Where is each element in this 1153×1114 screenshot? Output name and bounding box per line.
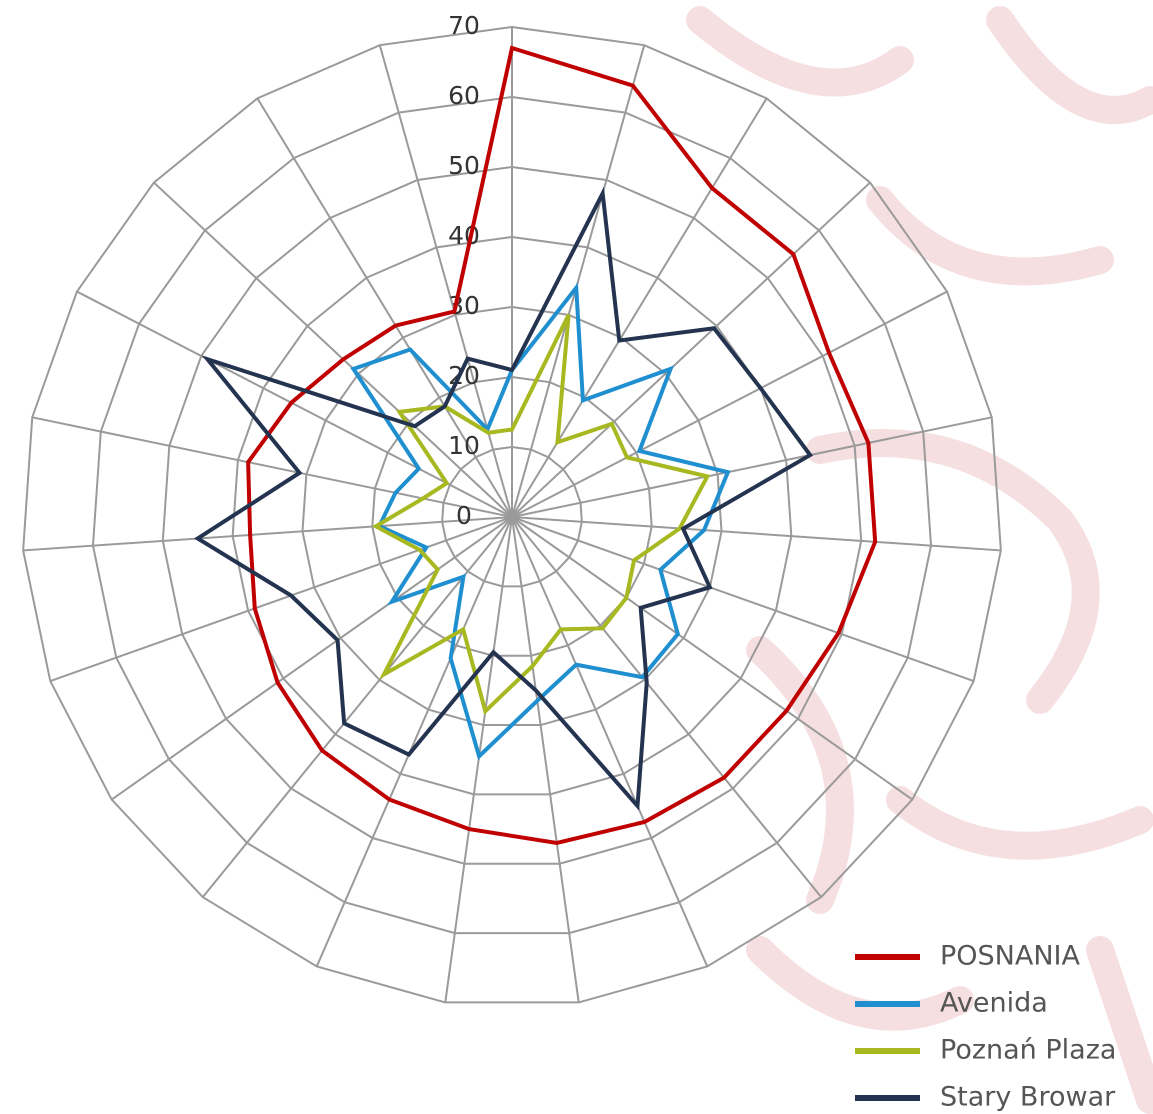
spoke (111, 516, 513, 801)
legend-label: Stary Browar (940, 1082, 1116, 1113)
spoke (378, 44, 513, 518)
spoke (511, 181, 871, 518)
spoke (49, 516, 513, 683)
spoke (153, 181, 513, 518)
spoke (511, 516, 975, 683)
spoke (511, 290, 948, 518)
y-tick-label: 10 (448, 431, 480, 460)
legend: POSNANIA Avenida Poznań Plaza Stary Browar (855, 941, 1116, 1113)
spoke (315, 516, 513, 967)
spoke (511, 44, 646, 518)
grid-ring (161, 165, 863, 865)
spoke (32, 416, 513, 518)
series-line (246, 45, 878, 845)
spoke (511, 516, 1001, 552)
spoke (444, 516, 513, 1003)
spoke (511, 516, 823, 898)
y-tick-label: 30 (448, 291, 480, 320)
grid-ring (22, 25, 1002, 1004)
legend-label: Poznań Plaza (940, 1035, 1116, 1066)
series (193, 45, 878, 845)
legend-label: Avenida (940, 988, 1048, 1019)
watermark (686, 6, 1153, 1114)
spoke (76, 290, 513, 518)
series-line (371, 313, 711, 715)
spoke (23, 516, 513, 552)
grid-ring (441, 445, 583, 588)
series-line (350, 282, 731, 760)
y-tick-label: 70 (448, 11, 480, 40)
spoke (511, 516, 709, 967)
grid-ring (91, 95, 933, 935)
y-tick-label: 50 (448, 151, 480, 180)
spoke (511, 516, 913, 801)
y-tick-label: 60 (448, 81, 480, 110)
y-tick-label: 0 (456, 501, 472, 530)
grid (22, 25, 1002, 1004)
spoke (511, 516, 580, 1003)
spoke (511, 416, 992, 518)
legend-label: POSNANIA (940, 941, 1081, 972)
spoke (511, 97, 768, 518)
grid-ring (371, 375, 653, 657)
spoke (201, 516, 513, 898)
series-line (193, 186, 814, 811)
spoke (256, 97, 513, 518)
